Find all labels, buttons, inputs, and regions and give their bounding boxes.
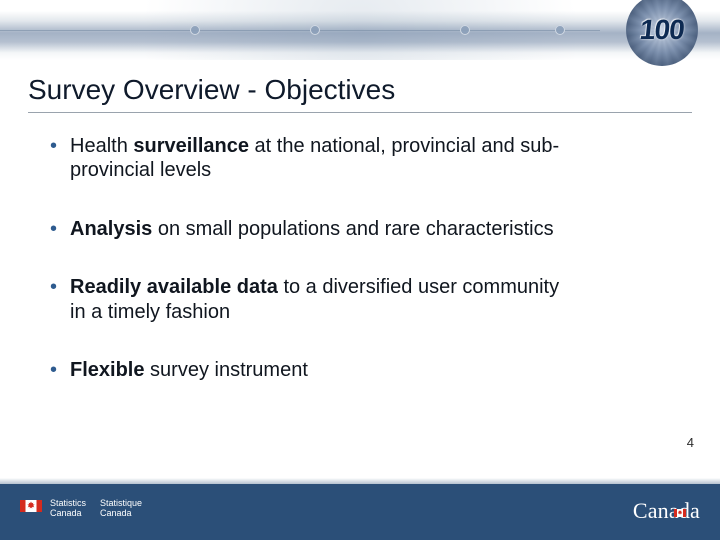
statcan-fr: Statistique Canada: [100, 498, 142, 519]
bullet-text-post: on small populations and rare characteri…: [152, 218, 553, 240]
bullet-text-pre: Health: [70, 135, 133, 157]
banner-node-icon: [310, 25, 320, 35]
canada-wordmark-text: Canada: [633, 498, 700, 523]
title-underline: [28, 112, 692, 113]
bullet-text-bold: Flexible: [70, 359, 144, 381]
canada-flag-icon: [674, 497, 686, 523]
slide-title: Survey Overview - Objectives: [28, 74, 692, 106]
banner-node-icon: [555, 25, 565, 35]
bullet-list: Health surveillance at the national, pro…: [46, 134, 566, 416]
bullet-text-post: survey instrument: [144, 359, 307, 381]
list-item: Health surveillance at the national, pro…: [46, 134, 566, 183]
statcan-en: Statistics Canada: [50, 498, 86, 519]
slide: 100 Survey Overview - Objectives Health …: [0, 0, 720, 540]
footer-left-group: Statistics Canada Statistique Canada: [20, 498, 142, 519]
bullet-text-bold: surveillance: [133, 135, 249, 157]
footer-bar: Statistics Canada Statistique Canada Can…: [0, 484, 720, 540]
anniversary-logo-text: 100: [638, 14, 685, 46]
banner-connector-line: [0, 30, 600, 31]
anniversary-logo: 100: [616, 0, 708, 66]
bullet-text-bold: Analysis: [70, 218, 152, 240]
list-item: Analysis on small populations and rare c…: [46, 217, 566, 241]
list-item: Flexible survey instrument: [46, 358, 566, 382]
statcan-fr-line2: Canada: [100, 508, 142, 518]
footer-right-group: Canada: [633, 498, 700, 524]
canada-flag-icon: [20, 499, 42, 517]
header-banner: 100: [0, 0, 720, 60]
statcan-signature: Statistics Canada Statistique Canada: [50, 498, 142, 519]
canada-wordmark: Canada: [633, 498, 700, 524]
statcan-en-line1: Statistics: [50, 498, 86, 508]
list-item: Readily available data to a diversified …: [46, 275, 566, 324]
statcan-fr-line1: Statistique: [100, 498, 142, 508]
banner-node-icon: [190, 25, 200, 35]
banner-node-icon: [460, 25, 470, 35]
statcan-en-line2: Canada: [50, 508, 86, 518]
title-block: Survey Overview - Objectives: [28, 74, 692, 113]
bullet-text-bold: Readily available data: [70, 276, 278, 298]
page-number: 4: [687, 435, 694, 450]
